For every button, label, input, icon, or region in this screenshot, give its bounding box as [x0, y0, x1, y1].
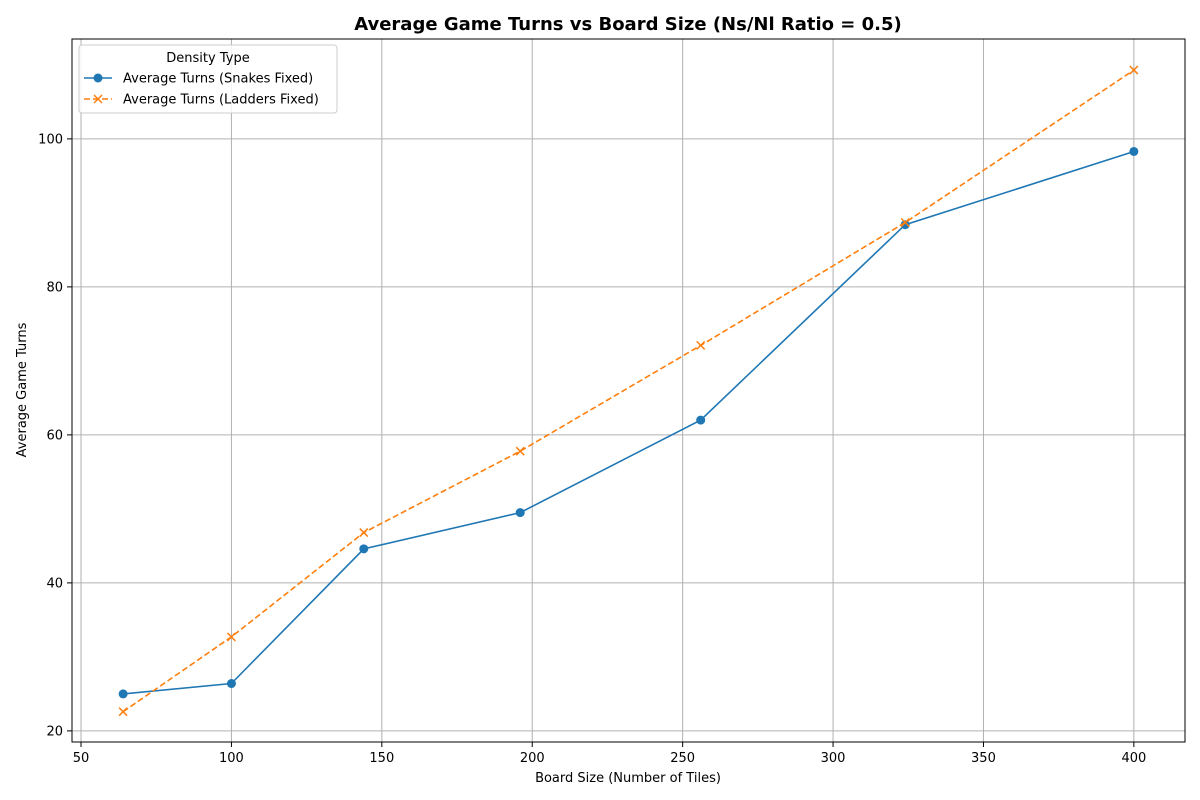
- legend-entry-1: Average Turns (Snakes Fixed): [84, 72, 313, 87]
- chart-title: Average Game Turns vs Board Size (Ns/Nl …: [354, 14, 902, 35]
- y-tick-label: 60: [46, 428, 63, 443]
- legend-label: Average Turns (Snakes Fixed): [123, 72, 313, 87]
- legend-swatch-marker: [93, 73, 103, 83]
- series-2-point-stroke: [900, 217, 910, 228]
- series-2: [118, 65, 1139, 717]
- series-2-line: [122, 69, 1135, 713]
- legend-entries: Average Turns (Snakes Fixed) Average Turn…: [84, 72, 319, 108]
- series-1-point: [226, 679, 236, 689]
- series-1-point: [900, 220, 910, 230]
- series-layer: [118, 65, 1139, 717]
- series-2-point: [900, 217, 910, 228]
- series-2-point: [515, 446, 525, 456]
- x-axis-label: Board Size (Number of Tiles): [535, 771, 721, 786]
- x-tick-label: 400: [1121, 751, 1146, 766]
- x-tick-label: 350: [971, 751, 996, 766]
- x-tick-label: 100: [219, 751, 244, 766]
- series-1-point: [118, 689, 128, 699]
- y-tick-label: 100: [38, 132, 63, 147]
- legend-swatch-marker-stroke: [93, 94, 103, 104]
- y-tick-label: 40: [46, 576, 63, 591]
- series-2-point: [226, 632, 236, 642]
- x-tick-label: 150: [369, 751, 394, 766]
- x-tick-label: 50: [73, 751, 90, 766]
- x-tick-label: 300: [821, 751, 846, 766]
- legend-label: Average Turns (Ladders Fixed): [123, 93, 319, 108]
- series-1-point: [1129, 146, 1139, 156]
- plot-frame: [71, 38, 1186, 743]
- series-2-point: [118, 707, 128, 717]
- y-tick-label: 80: [46, 280, 63, 295]
- series-2-point-stroke: [696, 340, 706, 350]
- series-1: [118, 146, 1139, 699]
- legend-title: Density Type: [166, 51, 249, 66]
- series-2-point-stroke: [515, 446, 525, 456]
- series-1-line: [123, 150, 1135, 695]
- series-1-point: [359, 544, 369, 554]
- series-1-point: [696, 415, 706, 425]
- y-tick-label: 20: [46, 724, 63, 739]
- series-2-point-stroke: [1129, 65, 1139, 75]
- grid-layer: [72, 39, 1185, 742]
- x-tick-label: 200: [520, 751, 545, 766]
- series-2-point: [1129, 65, 1139, 75]
- series-2-point-stroke: [118, 707, 128, 717]
- series-1-point: [515, 508, 525, 518]
- legend: Density Type Average Turns (Snakes Fixed…: [78, 44, 338, 114]
- legend-swatch-marker: [93, 94, 103, 104]
- tick-layer: 50 100 150 200 250 300 350 400 20 40 60 80 100: [38, 132, 1146, 766]
- legend-box: [78, 44, 338, 114]
- legend-entry-2: Average Turns (Ladders Fixed): [84, 93, 319, 108]
- series-2-point: [359, 528, 369, 538]
- series-2-point-stroke: [226, 632, 236, 642]
- series-2-point: [696, 340, 706, 350]
- series-2-point-stroke: [359, 528, 369, 538]
- y-axis-label: Average Game Turns: [15, 322, 30, 457]
- x-tick-label: 250: [670, 751, 695, 766]
